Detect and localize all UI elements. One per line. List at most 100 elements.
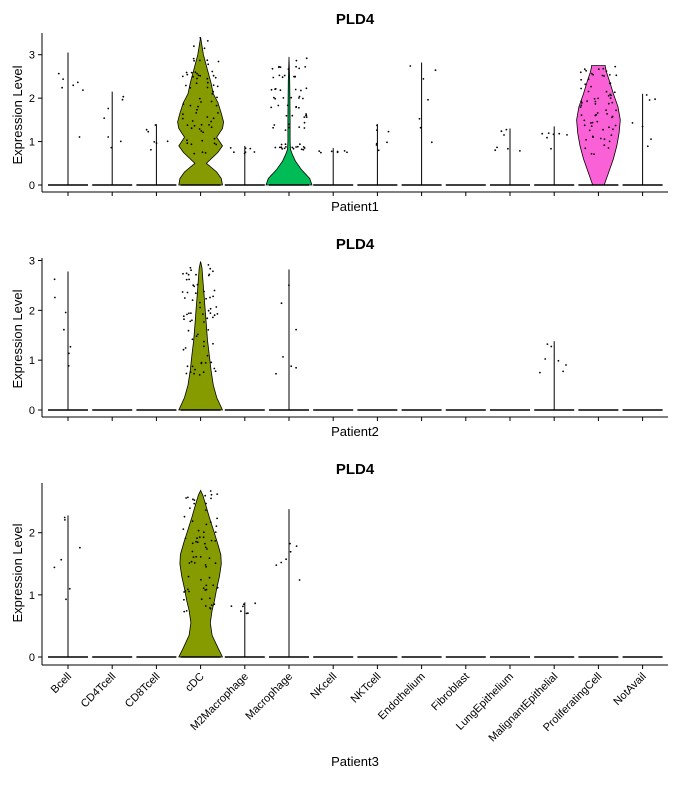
data-point [204,362,207,364]
data-point [285,114,288,117]
data-point [302,148,305,151]
data-point [212,117,215,120]
data-point [210,361,213,364]
data-point [185,278,188,281]
data-point [205,502,207,505]
data-point [646,145,649,148]
data-point [387,130,390,133]
data-point [187,273,190,276]
data-point [205,297,208,300]
data-point [199,74,202,77]
data-point [295,65,297,68]
y-tick-label: 1 [29,355,35,367]
data-point [122,95,125,98]
data-point [303,127,306,129]
data-point [285,558,287,561]
data-point [295,366,297,369]
data-point [298,126,301,128]
data-point [57,72,60,75]
data-point [273,124,276,126]
data-point [207,264,210,266]
data-point [214,540,217,542]
data-point [594,103,597,105]
data-point [206,59,209,62]
data-point [282,97,285,99]
data-point [272,76,275,79]
data-point [182,113,184,116]
y-tick-label: 1 [29,137,35,149]
data-point [280,561,283,564]
data-point [190,127,193,130]
data-point [209,607,211,609]
data-point [67,365,70,367]
data-point [199,306,202,309]
y-tick-label: 2 [29,93,35,105]
data-point [189,320,192,323]
data-point [550,345,553,348]
data-point [192,556,195,558]
data-point [585,138,587,141]
data-point [186,313,188,316]
data-point [183,591,186,593]
data-point [277,66,280,69]
data-point [216,517,219,520]
data-point [216,96,218,99]
data-point [212,316,214,319]
y-tick-label: 3 [29,255,35,267]
data-point [302,97,304,100]
data-point [191,365,194,368]
data-point [596,112,599,114]
data-point [193,372,196,375]
data-point [190,269,193,272]
data-point [291,146,294,149]
data-point [294,76,296,78]
data-point [336,150,339,153]
data-point [197,529,200,532]
data-point [200,101,202,103]
data-point [295,545,298,547]
data-point [154,124,157,126]
data-point [605,109,607,111]
data-point [190,71,193,74]
data-point [193,499,196,502]
data-point [603,138,606,141]
data-point [60,558,63,561]
data-point [300,148,303,151]
data-point [613,91,616,94]
data-point [583,68,586,71]
data-point [196,108,198,111]
data-point [185,497,188,499]
data-point [192,284,195,287]
data-point [206,40,209,42]
data-point [288,126,290,129]
data-point [69,345,72,348]
data-point [274,146,277,149]
data-point [183,318,185,321]
data-point [68,587,71,590]
panel-1-title: PLD4 [336,11,375,28]
data-point [166,140,169,143]
data-point [298,106,300,109]
data-point [210,539,213,542]
data-point [279,89,282,92]
data-point [271,67,274,70]
data-point [203,340,205,343]
data-point [64,311,67,314]
y-tick-label: 0 [29,405,35,417]
data-point [303,121,306,124]
data-point [565,364,567,366]
data-point [206,317,209,320]
data-point [290,96,293,99]
data-point [298,579,301,581]
data-point [212,342,214,345]
data-point [607,94,610,97]
data-point [189,104,192,107]
data-point [212,84,215,87]
data-point [612,128,614,131]
data-point [212,295,215,298]
data-point [197,105,200,108]
data-point [190,312,192,314]
data-point [207,309,210,312]
data-point [304,66,307,68]
data-point [193,59,196,62]
